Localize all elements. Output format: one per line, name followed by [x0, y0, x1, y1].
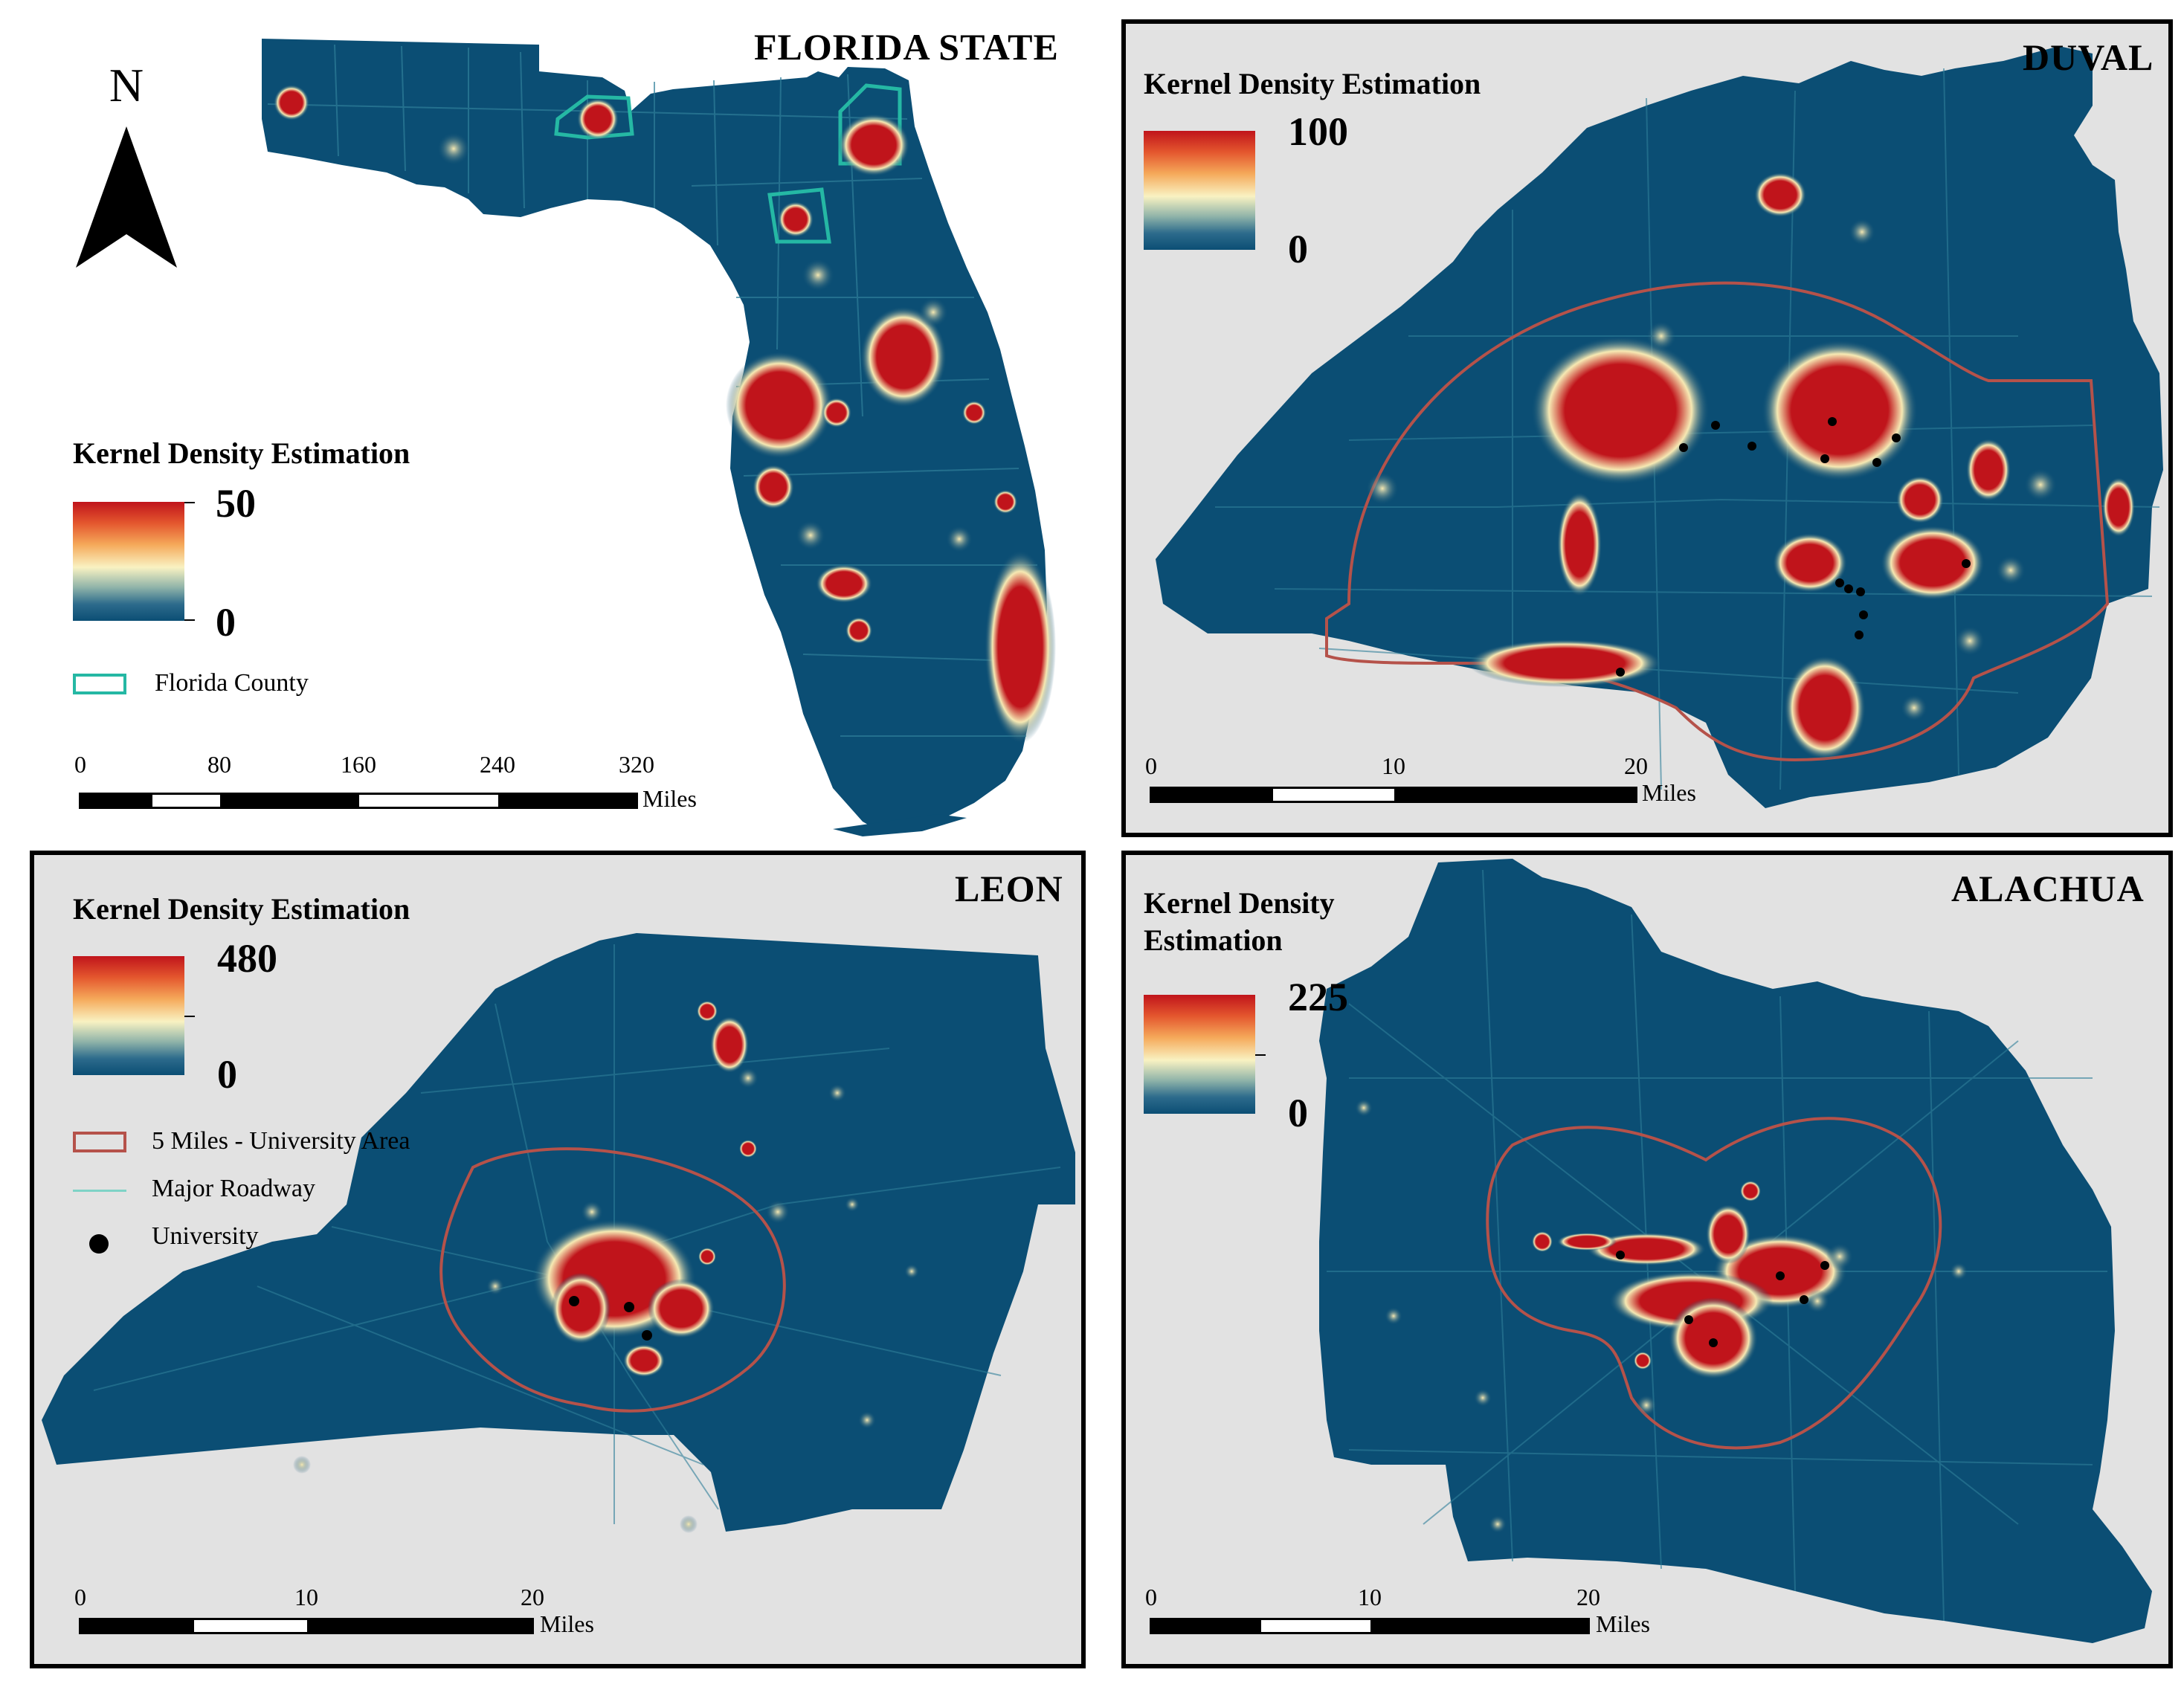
alachua-scale-bar: 0 10 20 Miles [1126, 1584, 1795, 1658]
duval-scale-tick-2: 20 [1624, 752, 1648, 779]
university-symbol [89, 1234, 109, 1254]
alachua-map [1319, 859, 2152, 1643]
florida-scale-bar: 0 80 160 240 320 Miles [0, 751, 744, 818]
florida-state-panel: FLORIDA STATE N Kernel Density Estimatio… [0, 0, 1093, 840]
leon-legend-min: 0 [217, 1052, 237, 1097]
duval-panel-title: DUVAL [2023, 36, 2154, 78]
florida-scale-tick-1: 80 [207, 751, 231, 778]
leon-universities [569, 1296, 652, 1341]
north-arrow-icon [76, 126, 177, 268]
duval-density-ramp [1144, 131, 1255, 250]
alachua-scale-tick-1: 10 [1358, 1584, 1382, 1610]
north-arrow: N [74, 59, 178, 275]
leon-scale-tick-1: 10 [294, 1584, 318, 1610]
alachua-scale-bar-graphic [1150, 1618, 1590, 1634]
alachua-ramp-tick-mid [1255, 1054, 1266, 1056]
county-legend-label: Florida County [155, 669, 309, 697]
duval-legend-min: 0 [1288, 227, 1308, 271]
florida-density-ramp [73, 502, 184, 621]
leon-map [42, 933, 1075, 1533]
florida-legend-min: 0 [216, 600, 236, 645]
roadway-symbol [73, 1190, 126, 1192]
north-label: N [109, 59, 144, 112]
duval-scale-unit: Miles [1642, 779, 1696, 806]
alachua-scale-tick-0: 0 [1145, 1584, 1157, 1610]
leon-scale-tick-2: 20 [521, 1584, 544, 1610]
density-hotspots [274, 85, 1056, 743]
roadway-label: Major Roadway [152, 1175, 316, 1202]
alachua-scale-unit: Miles [1596, 1610, 1650, 1637]
leon-scale-tick-0: 0 [74, 1584, 86, 1610]
duval-scale-tick-0: 0 [1145, 752, 1157, 779]
florida-map [262, 39, 1056, 836]
florida-scale-bar-graphic [79, 793, 638, 809]
university-label: University [152, 1222, 259, 1250]
alachua-university-area [1486, 1117, 1942, 1450]
duval-universities [1616, 417, 1971, 677]
florida-scale-tick-0: 0 [74, 751, 86, 778]
leon-scale-bar-graphic [79, 1618, 534, 1634]
leon-scale-bar: 0 10 20 Miles [34, 1584, 703, 1658]
leon-density-ramp [73, 956, 184, 1075]
leon-ramp-tick-mid [184, 1016, 195, 1017]
duval-scale-bar-graphic [1150, 787, 1637, 803]
alachua-legend-title-line2: Estimation [1144, 923, 1283, 957]
florida-scale-tick-2: 160 [341, 751, 376, 778]
duval-panel: DUVAL Kernel Density Estimation 100 0 0 … [1121, 19, 2173, 837]
duval-scale-tick-1: 10 [1382, 752, 1405, 779]
duval-map [1156, 46, 2163, 808]
florida-keys [833, 814, 967, 836]
duval-legend-title: Kernel Density Estimation [1144, 67, 1481, 100]
duval-density-hotspots [1366, 172, 2135, 760]
florida-legend-title: Kernel Density Estimation [73, 436, 410, 470]
florida-panel-title: FLORIDA STATE [754, 26, 1059, 68]
leon-legend-title: Kernel Density Estimation [73, 892, 410, 926]
alachua-panel-title: ALACHUA [1951, 868, 2145, 909]
leon-density-hotspots [293, 1001, 919, 1533]
leon-legend-max: 480 [217, 936, 277, 981]
duval-scale-bar: 0 10 20 Miles [1126, 752, 1795, 827]
florida-ramp-tick-min [184, 619, 195, 621]
florida-scale-tick-4: 320 [619, 751, 654, 778]
alachua-universities [1616, 1251, 1829, 1347]
florida-ramp-tick-max [184, 502, 195, 503]
duval-legend-max: 100 [1288, 109, 1348, 154]
alachua-panel: ALACHUA Kernel Density Estimation 225 0 … [1121, 851, 2173, 1668]
university-area-label: 5 Miles - University Area [152, 1127, 410, 1155]
alachua-legend-max: 225 [1288, 975, 1348, 1019]
leon-scale-unit: Miles [540, 1610, 594, 1637]
leon-county-shape [42, 933, 1075, 1532]
florida-scale-unit: Miles [642, 785, 697, 812]
alachua-density-ramp [1144, 995, 1255, 1114]
county-outline-symbol [73, 674, 126, 694]
leon-panel-title: LEON [955, 868, 1063, 909]
alachua-scale-tick-2: 20 [1576, 1584, 1600, 1610]
alachua-legend-min: 0 [1288, 1091, 1308, 1135]
florida-scale-tick-3: 240 [480, 751, 515, 778]
leon-panel: LEON Kernel Density Estimation 480 0 5 M… [30, 851, 1086, 1668]
alachua-legend-title-line1: Kernel Density [1144, 886, 1335, 920]
university-area-symbol [73, 1132, 126, 1152]
florida-legend-max: 50 [216, 481, 256, 526]
leon-university-area [439, 1147, 786, 1413]
